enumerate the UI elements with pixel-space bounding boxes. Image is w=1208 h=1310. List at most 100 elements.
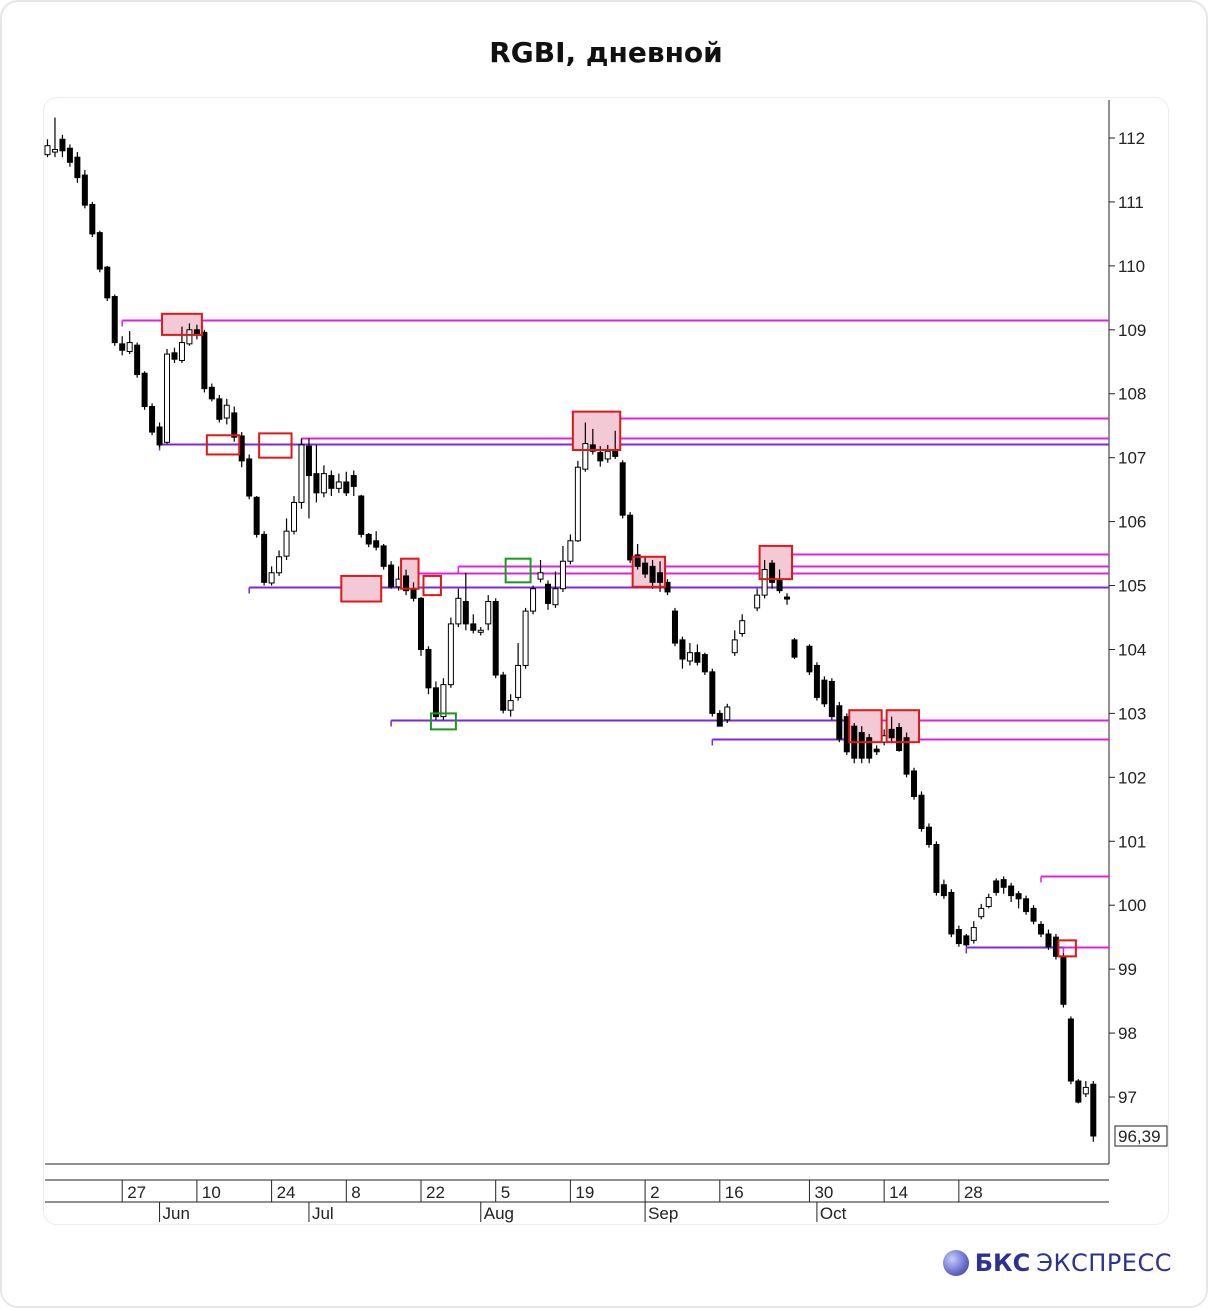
candle-body	[776, 578, 783, 592]
last-price-box	[1114, 1125, 1168, 1147]
candle-body	[492, 601, 499, 676]
candle-body	[1000, 879, 1007, 888]
x-tick-label: 14	[889, 1183, 908, 1202]
page-title: RGBI, дневной	[489, 36, 723, 69]
highlight-box-outline	[758, 544, 794, 581]
candle-body	[559, 560, 566, 590]
y-tick-label: 111	[1118, 193, 1144, 212]
x-tick-label: 8	[351, 1183, 360, 1202]
candle-body	[96, 232, 103, 270]
bks-sphere-logo-icon	[942, 1250, 969, 1276]
candle-body	[477, 629, 484, 633]
candle-body	[44, 145, 51, 156]
candle-body	[350, 475, 357, 487]
candle-body	[178, 342, 185, 361]
candle-body	[574, 466, 581, 542]
candle-body	[642, 562, 649, 575]
candle-body	[582, 443, 589, 470]
candle-body	[985, 897, 992, 907]
y-tick-label: 103	[1118, 704, 1146, 723]
candle-body	[911, 770, 918, 798]
candle-body	[978, 907, 985, 918]
candle-body	[141, 372, 148, 408]
candle-body	[537, 572, 544, 580]
candle-body	[298, 444, 305, 503]
candle-body	[955, 928, 962, 945]
candle-body	[918, 794, 925, 829]
candle-body	[694, 652, 701, 663]
candle-body	[821, 679, 828, 705]
candle-body	[1030, 907, 1037, 922]
candle-body	[739, 620, 746, 634]
candle-body	[761, 569, 768, 596]
x-tick-label: 16	[725, 1183, 744, 1202]
candle-body	[836, 705, 843, 740]
candle-body	[1023, 898, 1030, 913]
highlight-box-outline	[631, 555, 667, 588]
candle-body	[970, 927, 977, 941]
candle-body	[291, 501, 298, 532]
chart-panel	[43, 97, 1169, 1225]
candle-body	[171, 352, 178, 360]
candle-body	[933, 843, 940, 893]
candle-body	[358, 495, 365, 535]
candle-body	[425, 648, 432, 689]
candle-body	[671, 610, 678, 644]
candle-body	[343, 481, 350, 494]
candle-body	[873, 748, 880, 753]
candle-body	[649, 565, 656, 583]
last-price-label: 96,39	[1118, 1127, 1161, 1146]
candle-body	[59, 138, 66, 152]
candle-body	[201, 331, 208, 390]
x-tick-label: 5	[501, 1183, 510, 1202]
candle-body	[1082, 1086, 1089, 1095]
candle-body	[1015, 893, 1022, 900]
candle-body	[66, 147, 73, 163]
candle-body	[544, 583, 551, 604]
candle-body	[462, 601, 469, 625]
highlight-box-outline	[400, 557, 420, 590]
highlight-box-fill	[341, 575, 382, 602]
highlight-box-fill	[572, 411, 621, 450]
y-tick-label: 109	[1118, 321, 1146, 340]
brand-logo: БКС ЭКСПРЕСС	[942, 1246, 1172, 1280]
candle-body	[403, 575, 410, 592]
candle-body	[634, 554, 641, 567]
candle-body	[216, 398, 223, 420]
candle-body	[470, 623, 477, 631]
candle-body	[126, 342, 133, 353]
highlight-box-outline	[1057, 939, 1077, 958]
candle-body	[164, 353, 171, 443]
candle-body	[380, 545, 387, 567]
candle-body	[447, 623, 454, 686]
y-tick-label: 107	[1118, 449, 1146, 468]
highlight-box-outline	[571, 410, 622, 451]
candle-body	[432, 687, 439, 718]
candle-body	[440, 684, 447, 718]
candle-body	[223, 404, 230, 419]
candle-body	[283, 530, 290, 557]
x-tick-label: 24	[277, 1183, 296, 1202]
highlight-box-outline	[161, 312, 203, 336]
candle-body	[1075, 1080, 1082, 1103]
candle-body	[104, 266, 111, 299]
highlight-box-outline	[885, 709, 921, 744]
candle-body	[597, 452, 604, 462]
candle-body	[940, 884, 947, 897]
candle-body	[515, 664, 522, 698]
month-label: Jul	[312, 1204, 334, 1223]
month-label: Aug	[484, 1204, 514, 1223]
candle-body	[724, 706, 731, 721]
candle-body	[1090, 1083, 1097, 1137]
candle-body	[328, 475, 335, 489]
x-tick-label: 30	[814, 1183, 833, 1202]
candle-body	[261, 533, 268, 583]
candle-body	[1045, 933, 1052, 948]
highlight-box-outline	[205, 434, 241, 456]
candle-body	[925, 826, 932, 845]
y-tick-label: 106	[1118, 513, 1146, 532]
brand-sub: ЭКСПРЕСС	[1036, 1249, 1172, 1277]
candle-body	[709, 671, 716, 714]
brand-name: БКС	[974, 1249, 1031, 1277]
candle-body	[896, 726, 903, 751]
